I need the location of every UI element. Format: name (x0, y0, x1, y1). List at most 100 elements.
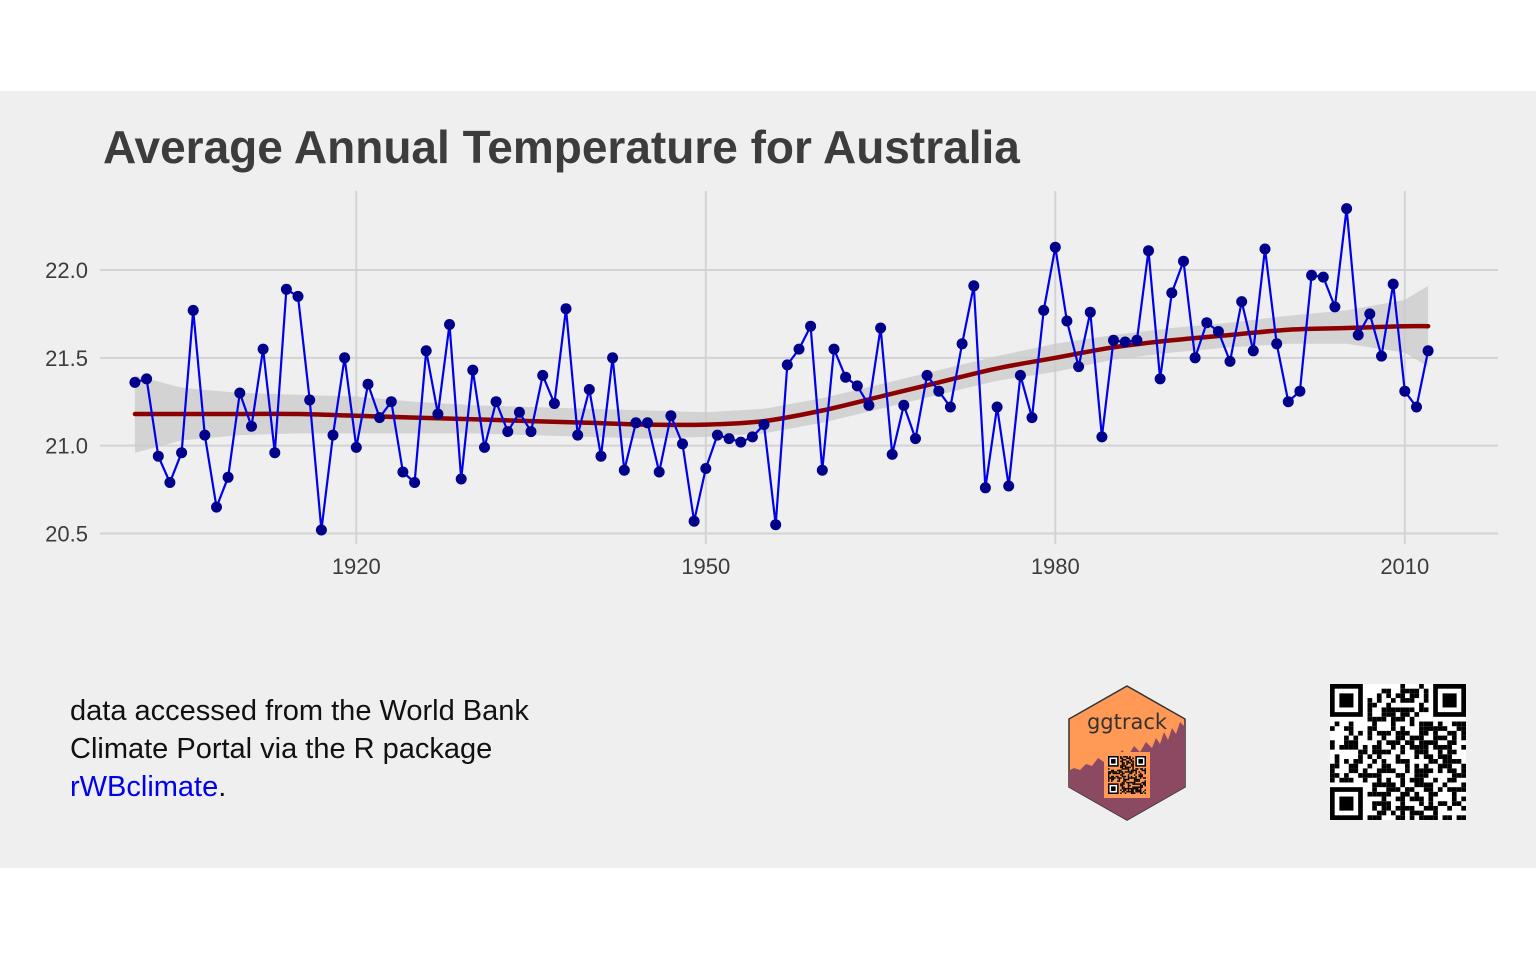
data-point (956, 338, 968, 350)
data-point (152, 450, 164, 462)
data-point (479, 441, 490, 453)
caption-line-2: Climate Portal via the R package (70, 733, 493, 765)
data-point (199, 429, 211, 441)
smooth-band (134, 285, 1429, 453)
x-tick-label: 1920 (332, 554, 381, 579)
data-point (444, 319, 455, 330)
mini-qr-icon (1108, 756, 1146, 794)
data-point (280, 283, 292, 295)
data-point (327, 429, 339, 441)
gridlines (100, 191, 1498, 544)
data-point (1411, 401, 1422, 413)
data-point (1376, 350, 1387, 362)
y-tick-label: 21.0 (45, 434, 88, 459)
data-point (1108, 334, 1119, 346)
data-point (141, 373, 153, 385)
data-point (863, 399, 875, 411)
data-point (630, 417, 642, 429)
data-point (851, 380, 863, 392)
data-point (129, 376, 141, 388)
data-point (886, 448, 898, 460)
data-point (409, 477, 421, 488)
ggtrack-hex-logo: ggtrack (1068, 685, 1186, 821)
data-point (257, 343, 269, 355)
data-point (583, 384, 595, 395)
data-point (758, 419, 770, 431)
data-point (292, 290, 304, 302)
data-point (455, 473, 467, 485)
y-tick-label: 20.5 (45, 521, 88, 546)
temperature-points (129, 203, 1434, 536)
data-point (339, 352, 351, 364)
data-point (910, 433, 921, 445)
data-point (944, 401, 956, 413)
data-point (1282, 396, 1294, 408)
rwbclimate-link[interactable]: rWBclimate (70, 771, 219, 803)
data-point (513, 406, 525, 418)
series-line (134, 207, 1430, 532)
data-point (420, 345, 432, 357)
data-point (921, 369, 933, 381)
data-point (665, 410, 677, 422)
data-point (164, 477, 176, 488)
data-point (711, 429, 723, 441)
data-point (1003, 480, 1015, 492)
qr-code-icon (1330, 684, 1466, 820)
data-point (1014, 369, 1026, 381)
data-point (1026, 412, 1038, 424)
data-point (537, 369, 549, 381)
data-point (688, 515, 700, 527)
confidence-band (134, 285, 1429, 453)
data-point (898, 399, 910, 411)
data-point (1212, 326, 1224, 337)
data-point (1178, 255, 1189, 267)
y-tick-label: 22.0 (45, 258, 88, 283)
data-point (1294, 385, 1306, 397)
data-point (1049, 241, 1061, 253)
data-point (1247, 345, 1259, 357)
data-point (700, 463, 712, 474)
data-point (315, 524, 327, 536)
data-point (1352, 329, 1364, 341)
data-point (991, 401, 1003, 413)
data-point (781, 359, 793, 371)
data-point (1329, 301, 1341, 313)
data-point (816, 464, 828, 476)
data-point (840, 371, 852, 383)
data-point (979, 482, 991, 494)
data-point (374, 412, 386, 424)
data-point (548, 398, 560, 409)
data-point (432, 408, 444, 420)
data-point (234, 387, 246, 399)
caption: data accessed from the World Bank Climat… (70, 692, 529, 806)
temperature-series (134, 207, 1430, 532)
data-point (1166, 287, 1178, 299)
data-point (269, 447, 281, 459)
caption-line-1: data accessed from the World Bank (70, 695, 529, 727)
data-point (560, 303, 572, 315)
data-point (607, 352, 619, 364)
x-tick-label: 1980 (1031, 554, 1080, 579)
data-point (1224, 355, 1236, 367)
data-point (770, 519, 782, 531)
data-point (793, 343, 805, 355)
data-point (1201, 317, 1213, 329)
data-point (176, 447, 188, 459)
data-point (618, 464, 630, 476)
qr-cells (1330, 684, 1466, 820)
axis-labels: 20.5 21.0 21.5 22.0 1920 1950 1980 2010 (45, 258, 1429, 579)
data-point (1364, 308, 1376, 320)
data-point (222, 471, 234, 483)
data-point (467, 364, 479, 376)
data-point (828, 343, 840, 355)
data-point (525, 426, 537, 438)
x-tick-label: 2010 (1380, 554, 1429, 579)
data-point (805, 320, 817, 332)
data-point (385, 396, 397, 408)
y-tick-label: 21.5 (45, 346, 88, 371)
data-point (735, 436, 747, 448)
data-point (1271, 338, 1283, 350)
data-point (1306, 269, 1318, 281)
data-point (1259, 243, 1271, 255)
